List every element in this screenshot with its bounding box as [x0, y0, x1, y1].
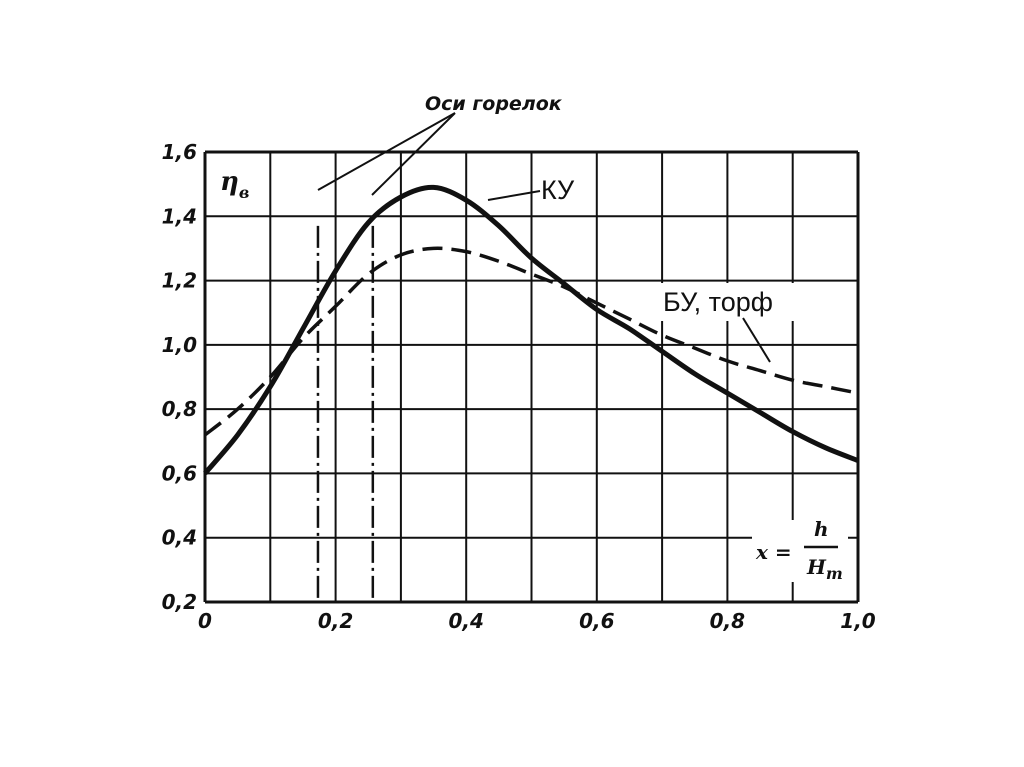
- annotation-series-a: КУ: [487, 170, 584, 206]
- series-line-bu-torf: [203, 246, 859, 437]
- y-tick-label: 0,4: [162, 526, 197, 550]
- x-axis-label-den-main: H: [806, 555, 827, 579]
- y-axis-label: ηв: [220, 167, 249, 202]
- leader-line-series-b: [742, 317, 771, 363]
- annotation-burner-axes-text: Оси горелок: [425, 93, 563, 115]
- annotation-burner-axes: Оси горелок: [317, 93, 563, 196]
- tick-labels: 0 0,2 0,4 0,6 0,8 1,00,20,40,60,81,01,21,41,6: [162, 140, 876, 633]
- series: [203, 184, 859, 476]
- y-tick-label: 0,6: [162, 461, 198, 485]
- y-axis-label-sub: в: [239, 183, 250, 202]
- annotation-series-b: БУ, торф: [658, 283, 808, 363]
- x-tick-label: 0,8: [710, 609, 746, 633]
- y-tick-label: 1,0: [162, 333, 198, 357]
- x-tick-label: 0,4: [448, 609, 483, 633]
- annotation-series-a-text: КУ: [541, 175, 575, 205]
- x-tick-label: 0,6: [579, 609, 615, 633]
- annotation-series-a-background: [536, 170, 584, 206]
- x-axis-label-background: [752, 520, 848, 582]
- annotation-series-b-background: [658, 283, 808, 321]
- x-axis-label-den-sub: т: [826, 564, 843, 583]
- y-tick-label: 0,2: [162, 590, 197, 614]
- y-tick-label: 1,6: [162, 140, 198, 164]
- x-axis-label-lhs: x =: [755, 540, 792, 564]
- leader-line-burner-2: [371, 112, 456, 196]
- annotation-series-b-text: БУ, торф: [663, 287, 773, 317]
- series-line-ku: [203, 184, 859, 476]
- x-axis-label-denominator: Hт: [806, 555, 843, 583]
- y-tick-label: 1,4: [162, 204, 197, 228]
- y-axis-label-main: η: [220, 167, 239, 197]
- x-axis-label: x = h Hт: [752, 517, 848, 583]
- x-tick-label: 0: [198, 609, 212, 633]
- leader-line-burner-1: [317, 112, 456, 191]
- leader-line-series-a: [487, 190, 541, 201]
- burner-axes: [316, 225, 375, 602]
- x-tick-label: 0,2: [318, 609, 353, 633]
- y-tick-label: 1,2: [162, 269, 197, 293]
- grid: [203, 150, 860, 604]
- y-tick-label: 0,8: [162, 397, 198, 421]
- x-tick-label: 1,0: [840, 609, 876, 633]
- x-axis-label-numerator: h: [814, 517, 829, 541]
